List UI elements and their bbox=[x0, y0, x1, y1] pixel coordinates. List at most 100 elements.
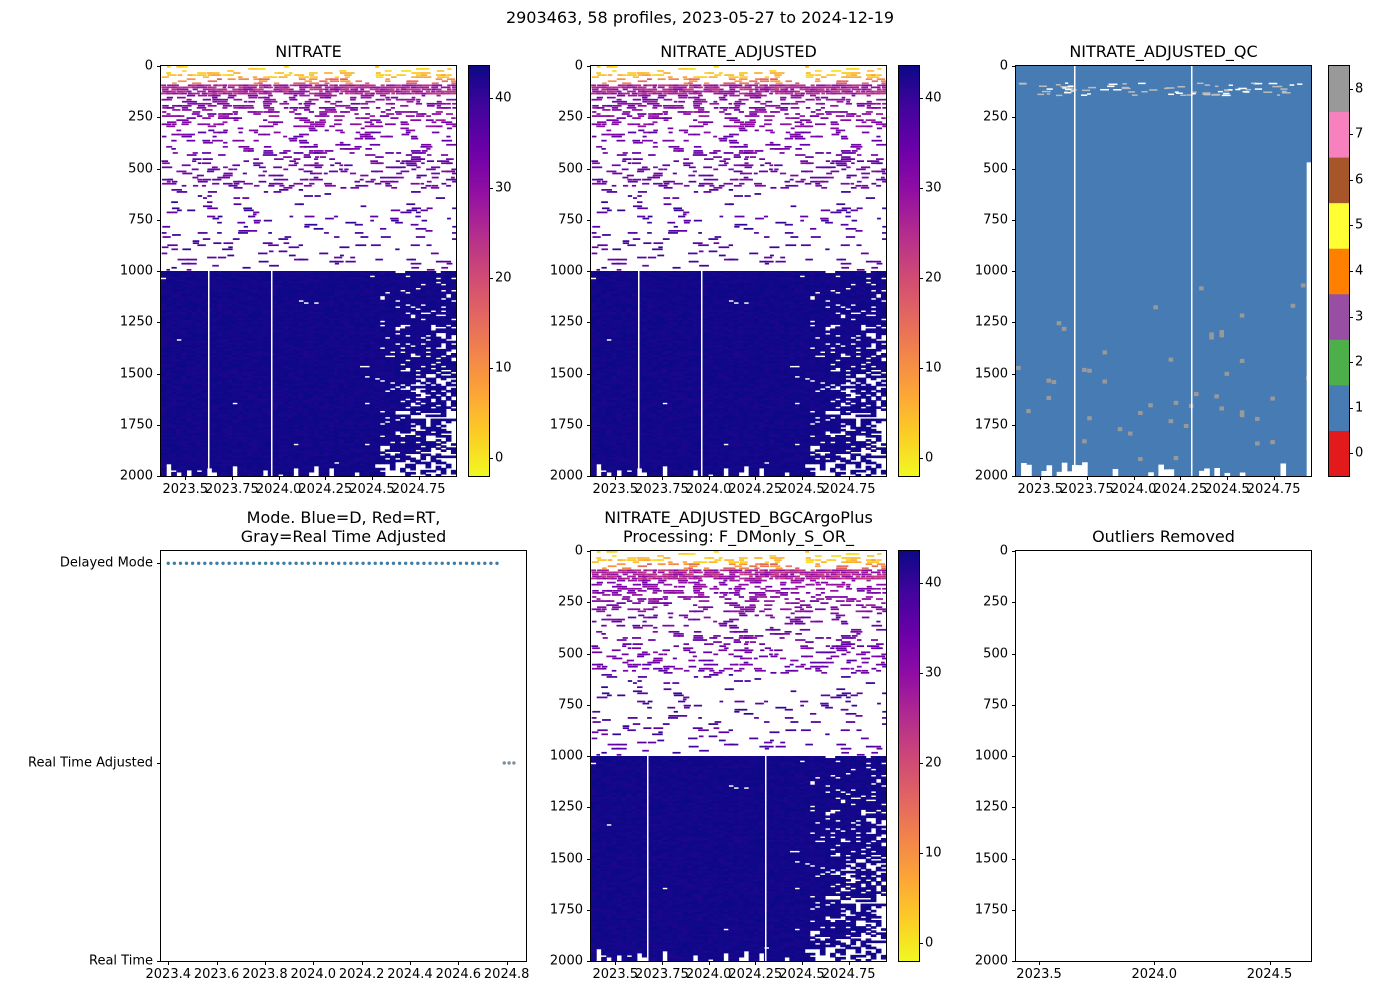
y-tick-label: 750 bbox=[558, 212, 583, 228]
y-tick-mark bbox=[1012, 271, 1016, 272]
colorbar-tick-label: 10 bbox=[925, 360, 942, 376]
y-tick-mark bbox=[1012, 219, 1016, 221]
x-tick-label: 2024.0 bbox=[685, 482, 732, 497]
x-tick-label: 2023.8 bbox=[242, 967, 288, 982]
y-tick-mark bbox=[157, 762, 161, 764]
y-tick-label: 2000 bbox=[549, 953, 583, 969]
colorbar-tick-label: 40 bbox=[495, 90, 512, 106]
x-tick-mark bbox=[1180, 476, 1182, 480]
y-tick-label: 1000 bbox=[549, 748, 583, 764]
colorbar-tick-label: 0 bbox=[925, 450, 934, 466]
y-tick-mark bbox=[1012, 807, 1016, 809]
x-tick-label: 2023.5 bbox=[1016, 967, 1062, 982]
y-tick-mark bbox=[157, 66, 161, 67]
x-tick-label: 2024.5 bbox=[1204, 482, 1250, 497]
y-tick-label: 250 bbox=[558, 594, 583, 610]
colorbar-tick-mark bbox=[1349, 316, 1353, 318]
x-tick-label: 2023.5 bbox=[592, 967, 639, 982]
x-tick-mark bbox=[1226, 476, 1228, 480]
colorbar-nitrate-adjusted: 0 10 20 30 40 bbox=[898, 65, 942, 477]
x-tick-label: 2024.75 bbox=[821, 482, 876, 497]
y-tick-label: 500 bbox=[983, 161, 1008, 176]
colorbar-bgcargoplus: 0 10 20 30 40 bbox=[898, 550, 942, 962]
colorbar-tick-mark bbox=[919, 277, 923, 279]
x-tick-label: 2023.5 bbox=[162, 482, 209, 497]
x-tick-mark bbox=[418, 476, 420, 480]
colorbar-nitrate: 0 10 20 30 40 bbox=[468, 65, 512, 477]
y-tick-label: 250 bbox=[983, 594, 1008, 610]
x-tick-label: 2024.25 bbox=[728, 967, 783, 982]
y-tick-mark bbox=[1012, 373, 1016, 375]
colorbar-tick-label: 10 bbox=[925, 845, 942, 861]
x-tick-mark bbox=[506, 961, 508, 965]
y-tick-label: 1000 bbox=[974, 263, 1008, 279]
y-tick-label: 1250 bbox=[549, 314, 583, 330]
y-tick-label: 0 bbox=[999, 58, 1008, 74]
y-tick-mark bbox=[157, 271, 161, 272]
subplot-bgcargoplus-title: NITRATE_ADJUSTED_BGCArgoPlus Processing:… bbox=[604, 507, 873, 546]
colorbar-tick-mark bbox=[919, 367, 923, 369]
x-tick-label: 2023.4 bbox=[145, 967, 192, 982]
x-tick-label: 2024.75 bbox=[1246, 482, 1301, 497]
colorbar-tick-mark bbox=[1349, 179, 1353, 181]
y-tick-mark bbox=[587, 602, 591, 604]
colorbar-tick-mark bbox=[919, 97, 923, 99]
colorbar-tick-mark bbox=[489, 97, 493, 99]
colorbar-nitrate-adjusted-canvas bbox=[899, 66, 919, 476]
y-tick-mark bbox=[1012, 117, 1016, 119]
y-tick-label: 1500 bbox=[549, 366, 583, 381]
subplot-nitrate-adjusted-title: NITRATE_ADJUSTED bbox=[660, 41, 817, 61]
x-tick-label: 2024.0 bbox=[1110, 482, 1157, 497]
y-tick-label: 1750 bbox=[549, 417, 583, 433]
y-tick-mark bbox=[157, 961, 161, 962]
colorbar-tick-label: 6 bbox=[1355, 172, 1364, 188]
x-tick-mark bbox=[661, 476, 663, 480]
x-tick-label: 2024.8 bbox=[483, 967, 530, 982]
colorbar-tick-mark bbox=[919, 457, 923, 459]
colorbar-tick-label: 3 bbox=[1355, 309, 1364, 325]
y-tick-mark bbox=[587, 807, 591, 809]
x-tick-label: 2024.25 bbox=[1153, 482, 1208, 497]
colorbar-tick-label: 30 bbox=[925, 180, 942, 196]
x-tick-mark bbox=[458, 961, 460, 965]
x-tick-mark bbox=[168, 961, 170, 965]
x-tick-mark bbox=[1040, 476, 1042, 480]
colorbar-tick-label: 30 bbox=[925, 665, 942, 681]
colorbar-tick-mark bbox=[489, 367, 493, 369]
x-tick-label: 2024.4 bbox=[387, 967, 433, 982]
x-tick-label: 2023.5 bbox=[592, 482, 639, 497]
x-tick-label: 2024.5 bbox=[779, 967, 825, 982]
x-tick-mark bbox=[755, 476, 757, 480]
x-tick-label: 2024.6 bbox=[435, 967, 482, 982]
y-tick-mark bbox=[587, 756, 591, 757]
subplot-qc-title: NITRATE_ADJUSTED_QC bbox=[1069, 41, 1258, 61]
x-tick-label: 2023.75 bbox=[635, 967, 689, 982]
y-tick-label: 1250 bbox=[974, 799, 1008, 815]
colorbar-tick-mark bbox=[1349, 453, 1353, 455]
y-tick-label: 2000 bbox=[119, 468, 153, 484]
subplot-outliers-removed-title: Outliers Removed bbox=[1092, 526, 1235, 546]
colorbar-tick-mark bbox=[489, 277, 493, 279]
y-tick-mark bbox=[587, 168, 591, 170]
x-tick-mark bbox=[1154, 961, 1156, 965]
colorbar-tick-label: 0 bbox=[925, 935, 934, 951]
y-tick-mark bbox=[587, 858, 591, 860]
y-tick-mark bbox=[587, 909, 591, 911]
x-tick-label: 2024.25 bbox=[298, 482, 353, 497]
subplot-nitrate-title: NITRATE bbox=[275, 41, 342, 61]
x-tick-mark bbox=[848, 961, 850, 965]
x-tick-mark bbox=[661, 961, 663, 965]
y-tick-label: 0 bbox=[574, 58, 583, 74]
x-tick-label: 2024.5 bbox=[349, 482, 395, 497]
subplot-mode-title: Mode. Blue=D, Red=RT, Gray=Real Time Adj… bbox=[240, 507, 447, 546]
y-tick-mark bbox=[587, 961, 591, 962]
x-tick-mark bbox=[615, 476, 617, 480]
x-tick-label: 2024.0 bbox=[685, 967, 732, 982]
colorbar-tick-mark bbox=[1349, 88, 1353, 90]
y-tick-label: 0 bbox=[999, 543, 1008, 559]
y-tick-mark bbox=[157, 563, 161, 565]
y-tick-label: 500 bbox=[558, 646, 583, 661]
y-tick-mark bbox=[1012, 961, 1016, 962]
colorbar-tick-mark bbox=[919, 582, 923, 584]
colorbar-tick-mark bbox=[919, 942, 923, 944]
